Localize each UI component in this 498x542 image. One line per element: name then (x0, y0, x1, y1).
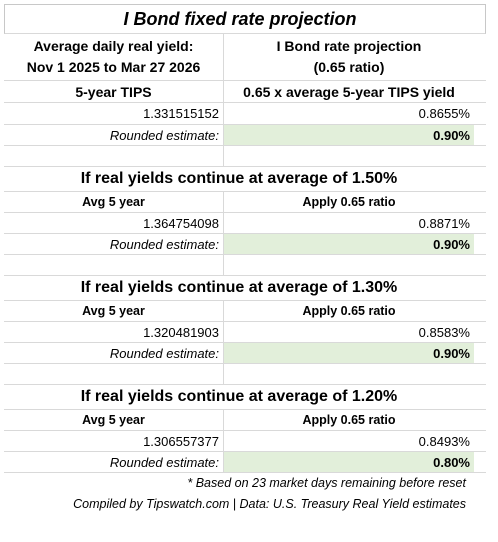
header-right-line1: I Bond rate projection (276, 38, 422, 54)
scenario-heading: If real yields continue at average of 1.… (80, 170, 398, 187)
header-left-line1: Average daily real yield: (33, 38, 194, 54)
main-value: 1.331515152 (4, 103, 224, 124)
credit-row: Compiled by Tipswatch.com | Data: U.S. T… (4, 494, 486, 515)
footnote: * Based on 23 market days remaining befo… (187, 476, 466, 490)
scenario-rounded-row: Rounded estimate: 0.80% (4, 452, 486, 473)
scenario-rounded-value: 0.90% (224, 343, 474, 363)
footnote-row: * Based on 23 market days remaining befo… (4, 473, 486, 494)
scenario-value: 1.306557377 (4, 431, 224, 451)
main-value-row: 1.331515152 0.8655% (4, 103, 486, 125)
scenario-rounded-row: Rounded estimate: 0.90% (4, 343, 486, 364)
scenario-rounded-row: Rounded estimate: 0.90% (4, 234, 486, 255)
title-row: I Bond fixed rate projection (4, 4, 486, 34)
page-title: I Bond fixed rate projection (123, 8, 357, 29)
scenario-col-row: Avg 5 year Apply 0.65 ratio (4, 192, 486, 213)
spacer-row (4, 146, 486, 167)
scenario-result: 0.8583% (418, 324, 470, 340)
header-row: Average daily real yield: Nov 1 2025 to … (4, 34, 486, 81)
main-col-left: 5-year TIPS (4, 81, 224, 102)
scenario-value-row: 1.306557377 0.8493% (4, 431, 486, 452)
scenario-value: 1.364754098 (4, 213, 224, 233)
credit: Compiled by Tipswatch.com | Data: U.S. T… (73, 497, 466, 511)
scenario-rounded-value: 0.80% (224, 452, 474, 472)
scenario-col-left: Avg 5 year (4, 410, 224, 430)
scenario-heading: If real yields continue at average of 1.… (80, 388, 398, 405)
main-rounded-label: Rounded estimate: (4, 125, 224, 145)
main-col-header-row: 5-year TIPS 0.65 x average 5-year TIPS y… (4, 81, 486, 103)
scenario-heading-row: If real yields continue at average of 1.… (4, 167, 486, 192)
scenario-result: 0.8493% (418, 433, 470, 449)
scenario-col-right: Apply 0.65 ratio (302, 195, 396, 209)
header-left: Average daily real yield: Nov 1 2025 to … (4, 34, 224, 80)
scenario-heading-row: If real yields continue at average of 1.… (4, 385, 486, 410)
spacer-row (4, 255, 486, 276)
scenario-value: 1.320481903 (4, 322, 224, 342)
scenario-col-right: Apply 0.65 ratio (302, 304, 396, 318)
scenario-col-left: Avg 5 year (4, 192, 224, 212)
scenario-rounded-label: Rounded estimate: (4, 234, 224, 254)
scenario-heading: If real yields continue at average of 1.… (80, 279, 398, 296)
scenario-result: 0.8871% (418, 215, 470, 231)
scenario-col-right: Apply 0.65 ratio (302, 413, 396, 427)
scenario-col-row: Avg 5 year Apply 0.65 ratio (4, 301, 486, 322)
scenario-rounded-value: 0.90% (224, 234, 474, 254)
header-right-line2: (0.65 ratio) (313, 59, 385, 75)
scenario-heading-row: If real yields continue at average of 1.… (4, 276, 486, 301)
scenario-col-left: Avg 5 year (4, 301, 224, 321)
scenario-col-row: Avg 5 year Apply 0.65 ratio (4, 410, 486, 431)
main-rounded-value: 0.90% (224, 125, 474, 145)
spreadsheet: I Bond fixed rate projection Average dai… (4, 4, 486, 515)
header-right: I Bond rate projection (0.65 ratio) (224, 34, 474, 80)
scenario-rounded-label: Rounded estimate: (4, 452, 224, 472)
main-rounded-row: Rounded estimate: 0.90% (4, 125, 486, 146)
scenario-value-row: 1.364754098 0.8871% (4, 213, 486, 234)
main-col-right: 0.65 x average 5-year TIPS yield (243, 83, 455, 100)
scenario-rounded-label: Rounded estimate: (4, 343, 224, 363)
scenario-value-row: 1.320481903 0.8583% (4, 322, 486, 343)
header-left-line2: Nov 1 2025 to Mar 27 2026 (26, 59, 201, 75)
spacer-row (4, 364, 486, 385)
main-result: 0.8655% (418, 106, 470, 121)
